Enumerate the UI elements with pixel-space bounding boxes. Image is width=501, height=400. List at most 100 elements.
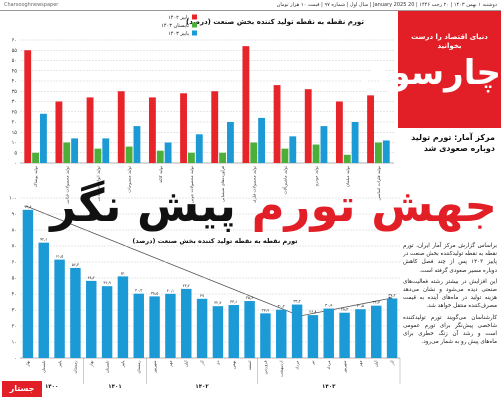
x-tick-label: شهریور [152,360,157,374]
x-tick-label: فروردین [263,360,268,374]
y-tick-label: ۳۰ [12,308,17,314]
x-tick-label: مهر [358,361,363,368]
value-label: ۳۷٫۲ [388,292,395,297]
bar [351,122,359,163]
paragraph: این افزایش در بیشتر رشته فعالیت‌های صنعت… [403,278,497,310]
y-tick-label: ۱۰۰ [9,196,17,202]
legend-label: پاییز ۱۴۰۳ [168,31,190,37]
x-tick-label: خرداد [294,360,299,370]
y-tick-label: ۱۰ [12,340,17,346]
bar [335,101,343,163]
bar [71,138,79,163]
y-tick-label: ۹۰ [12,212,17,218]
x-tick-label: تولید محصولات غذایی [64,165,69,204]
bar [195,134,203,163]
bar [386,298,398,358]
bar [339,312,350,358]
x-tick-label: تولید کاغذ [158,165,163,183]
legend-swatch [192,22,197,28]
bar [55,101,63,163]
y-tick-label: ۵۰ [12,276,17,282]
bar [382,140,390,163]
bar [371,305,382,358]
y-tick-label: ۴۵ [12,68,18,74]
y-tick-label: ۰ [14,356,17,362]
logo-tagline: دنیای اقتصاد را درست بخوانید [411,33,488,50]
value-label: ۶۱٫۵ [56,254,63,259]
bar [343,154,351,163]
x-tick-label: اسفند [247,361,252,371]
x-tick-label: بهار [25,361,30,368]
y-tick-label: ۲۰ [12,324,17,330]
logo-name: چارسوق [359,53,501,93]
y-tick-label: ۷۰ [12,244,17,250]
bar [227,122,234,163]
x-tick-label: آذر [199,360,204,367]
value-label: ۳۳٫۱ [230,299,237,304]
value-label: ۹۲٫۶ [24,204,31,209]
value-label: ۷۲٫۱ [40,237,47,242]
bar [312,144,320,163]
y-tick-label: ۰ [14,161,17,167]
x-tick-label: مرداد [326,361,331,370]
y-tick-label: ۲۵ [12,109,18,115]
x-tick-label: بهمن [231,361,236,369]
value-label: ۳۲٫۴ [214,300,221,305]
y-tick-label: ۵۰ [12,58,17,64]
x-tick-label: تولید محصولات چوبی [189,165,194,203]
x-tick-label: دی [215,360,220,365]
chart-title: تورم نقطه به نقطه تولید کننده بخش صنعت (… [132,237,297,245]
group-label: ۱۴۰۳ [322,384,336,390]
group-label: ۱۴۰۰ [45,384,58,390]
bar [228,305,239,358]
value-label: ۵۱ [121,270,125,275]
value-label: ۵۶٫۳ [72,262,79,267]
bar [211,91,219,163]
x-tick-label: تولید خودرو [314,165,319,187]
bar [196,298,208,358]
value-label: ۴۳٫۲ [183,283,190,288]
bar [307,315,319,358]
bar [40,113,47,163]
bar [242,46,250,163]
x-tick-label: زمستان [136,360,141,373]
bar [117,91,125,163]
x-tick-label: آذر [389,360,394,367]
section-tag: جستار [2,381,42,397]
bar [22,209,34,358]
date-line: دوشنبه ۱ بهمن ۱۴۰۳ | ۲۰ رجب ۱۴۴۶ | 20 Ja… [276,2,497,8]
x-tick-label: تیر [310,361,315,367]
bar [181,288,192,358]
value-label: ۳۷ [200,293,204,298]
bar [54,259,65,358]
x-tick-label: فرآورده‌های شیمیایی [220,166,225,202]
group-label: ۱۴۰۲ [195,384,209,390]
value-label: ۴۰٫۲ [135,288,142,293]
bar [180,93,187,163]
bar [148,97,156,163]
bar [24,50,32,163]
value-label: ۳۸٫۵ [151,290,158,295]
value-label: ۴۸٫۲ [88,275,95,280]
y-tick-label: ۸۰ [12,228,17,234]
y-tick-label: ۳۰ [12,99,17,105]
value-label: ۳۲٫۷ [373,300,380,305]
bar [101,286,113,358]
bar [273,85,281,163]
y-tick-label: ۶۰ [12,38,17,44]
bar [117,276,129,358]
site: Charsooghnewspaper [4,2,59,8]
x-tick-label: پاییز [120,361,125,369]
y-tick-label: ۱۵ [12,130,18,136]
value-label: ۳۰٫۵ [357,303,364,308]
bar [367,95,374,163]
bar [187,152,195,163]
bar [164,142,172,163]
bar [102,138,110,163]
bar [219,152,227,163]
bar [149,296,160,358]
bar [291,304,303,358]
logo: دنیای اقتصاد را درست بخوانید چارسوق [359,11,501,128]
legend-swatch [192,14,197,20]
